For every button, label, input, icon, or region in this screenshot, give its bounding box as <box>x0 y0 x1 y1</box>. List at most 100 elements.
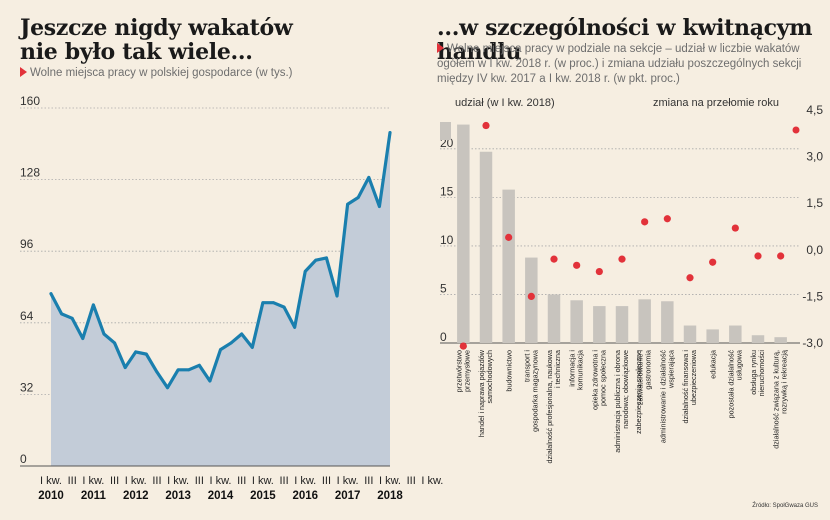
left-data-point <box>314 258 318 262</box>
left-x-tick-label: I kw. <box>294 475 316 487</box>
right-bar <box>502 189 515 343</box>
right-bar <box>774 337 787 343</box>
left-x-tick-label: III <box>237 475 246 487</box>
left-data-point <box>229 341 233 345</box>
right-right-axis-label: zmiana na przełomie roku <box>653 97 779 109</box>
left-data-point <box>176 368 180 372</box>
right-bar <box>638 299 651 343</box>
right-bar <box>751 335 765 343</box>
right-category-label: działalność profesjonalna, naukowai tech… <box>545 350 562 463</box>
left-data-point <box>356 196 360 199</box>
left-data-point <box>134 350 138 354</box>
left-data-point <box>282 305 286 309</box>
left-data-point <box>70 316 74 320</box>
right-left-tick-label: 5 <box>440 281 447 295</box>
left-y-tick-label: 64 <box>20 309 34 323</box>
left-x-tick-label: I kw. <box>82 475 104 487</box>
left-x-year-label: 2011 <box>81 490 107 502</box>
right-category-label: zakwaterowanie igastronomia <box>636 350 653 406</box>
left-data-point <box>261 301 265 305</box>
left-x-tick-label: III <box>279 475 288 487</box>
right-category-label: transport igospodarka magazynowa <box>522 350 539 432</box>
right-dot <box>709 258 717 266</box>
right-bar <box>457 124 470 343</box>
right-dot <box>641 218 649 226</box>
right-chart-subtitle: Wolne miejsca pracy w podziale na sekcje… <box>437 42 822 87</box>
right-bar <box>683 325 697 343</box>
left-x-tick-label: III <box>407 475 416 487</box>
right-left-axis-label: udział (w I kw. 2018) <box>455 97 555 109</box>
left-x-tick-label: I kw. <box>167 475 189 487</box>
left-x-year-label: 2013 <box>165 490 191 502</box>
right-category-label: handel i naprawa pojazdówsamochodowych <box>477 349 494 437</box>
right-category-label: przetwórstwoprzemysłowe <box>454 350 471 392</box>
left-title-line1: Jeszcze nigdy wakatów <box>20 15 293 41</box>
right-dot <box>459 342 467 350</box>
left-x-tick-label: III <box>322 475 331 487</box>
left-y-tick-label: 128 <box>20 166 40 180</box>
right-bar <box>661 301 674 343</box>
left-data-point <box>208 379 212 383</box>
left-x-tick-label: III <box>152 475 161 487</box>
left-x-year-label: 2014 <box>208 490 234 502</box>
left-axis-key-swatch <box>440 122 451 140</box>
left-data-point <box>388 131 392 135</box>
left-chart-subtitle: Wolne miejsca pracy w polskiej gospodarc… <box>20 66 292 81</box>
right-category-label: działalność związana z kulturą,rozrywką … <box>772 350 789 449</box>
right-category-label: edukacja <box>709 350 718 379</box>
right-axis-key-dot <box>792 126 800 134</box>
right-category-label: administracja publiczna i obronanarodowa… <box>613 350 643 453</box>
left-y-tick-label: 32 <box>20 380 34 394</box>
left-data-point <box>81 337 85 340</box>
left-data-point <box>113 341 116 345</box>
right-bar <box>479 151 493 343</box>
left-data-point <box>303 269 307 273</box>
right-bar <box>525 257 538 343</box>
left-data-point <box>346 202 350 206</box>
right-dot <box>686 274 694 282</box>
right-dot <box>550 255 558 263</box>
left-data-point <box>91 303 95 307</box>
left-x-tick-label: III <box>195 475 204 487</box>
left-x-tick-label: I kw. <box>337 475 359 487</box>
right-right-tick-label: -1,5 <box>802 289 823 303</box>
left-data-point <box>123 366 127 369</box>
red-triangle-icon <box>437 43 444 53</box>
left-data-point <box>293 325 297 329</box>
left-y-tick-label: 160 <box>20 94 40 108</box>
right-category-label: opieka zdrowotna ipomoc społeczna <box>590 350 607 410</box>
right-dot <box>618 255 626 263</box>
left-data-point <box>49 292 53 296</box>
right-right-tick-label: 4,5 <box>806 103 823 117</box>
red-triangle-icon <box>20 67 27 77</box>
left-x-tick-label: III <box>364 475 373 487</box>
right-dot <box>505 233 513 241</box>
left-data-point <box>102 332 106 336</box>
right-bar <box>706 329 719 343</box>
left-data-point <box>60 312 63 316</box>
left-area-fill <box>51 132 390 467</box>
left-y-tick-label: 96 <box>20 237 34 251</box>
left-x-year-label: 2017 <box>335 490 361 502</box>
right-left-tick-label: 15 <box>440 184 454 198</box>
left-data-point <box>166 386 169 390</box>
right-right-tick-label: 1,5 <box>806 196 823 210</box>
right-bar <box>615 306 629 343</box>
right-bar <box>570 300 583 343</box>
left-data-point <box>240 332 244 336</box>
left-data-point <box>197 363 201 367</box>
right-right-tick-label: -3,0 <box>802 336 823 350</box>
right-dot <box>754 252 762 260</box>
left-x-year-label: 2018 <box>377 490 403 502</box>
right-left-tick-label: 0 <box>440 330 447 344</box>
left-x-tick-label: I kw. <box>421 475 443 487</box>
right-dot <box>573 261 581 269</box>
left-data-point <box>187 368 191 372</box>
right-dot <box>595 267 603 276</box>
right-category-label: obsługa rynkunieruchomości <box>749 350 766 397</box>
right-dot <box>663 215 671 223</box>
right-category-label: pozostała działalnośćusługowa <box>726 350 743 419</box>
right-dot <box>731 224 739 232</box>
right-dot <box>482 121 490 130</box>
